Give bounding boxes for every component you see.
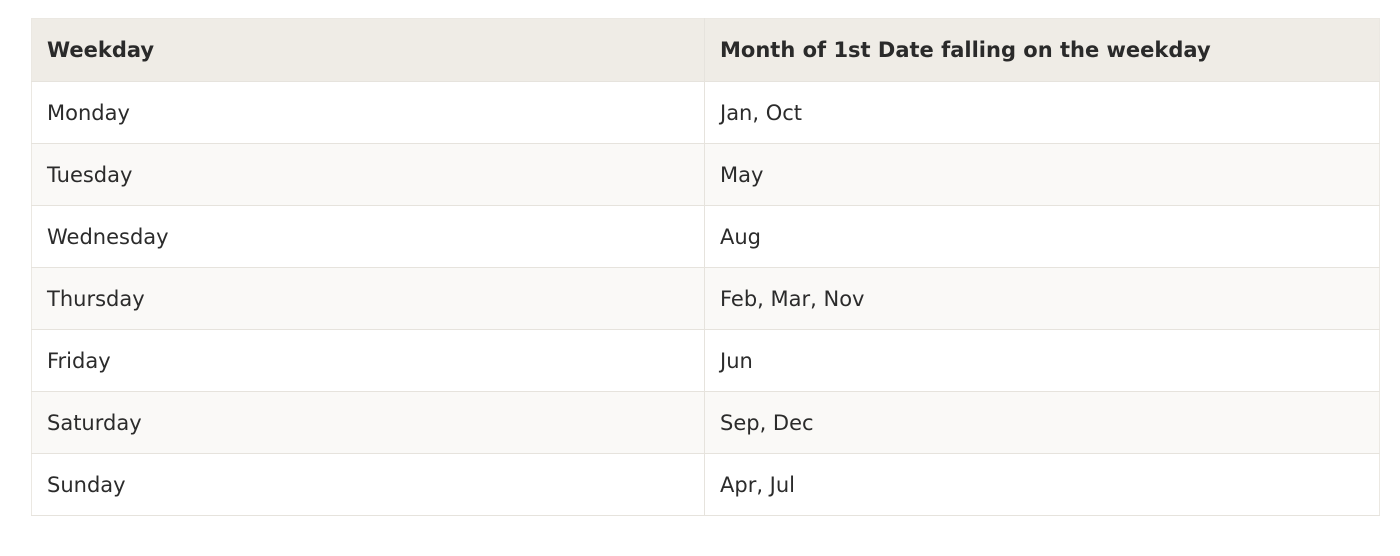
table-row: Saturday Sep, Dec <box>31 391 1380 454</box>
month-cell: Feb, Mar, Nov <box>704 267 1380 330</box>
month-cell: Jun <box>704 329 1380 392</box>
weekday-month-table: Weekday Month of 1st Date falling on the… <box>31 18 1380 516</box>
header-month: Month of 1st Date falling on the weekday <box>704 18 1380 82</box>
weekday-month-table-container: Weekday Month of 1st Date falling on the… <box>31 18 1380 516</box>
weekday-cell: Friday <box>31 329 705 392</box>
table-row: Wednesday Aug <box>31 205 1380 268</box>
month-cell: Aug <box>704 205 1380 268</box>
month-cell: Jan, Oct <box>704 81 1380 144</box>
table-row: Sunday Apr, Jul <box>31 453 1380 516</box>
table-row: Monday Jan, Oct <box>31 81 1380 144</box>
header-weekday: Weekday <box>31 18 705 82</box>
weekday-cell: Sunday <box>31 453 705 516</box>
table-row: Tuesday May <box>31 143 1380 206</box>
table-row: Thursday Feb, Mar, Nov <box>31 267 1380 330</box>
weekday-cell: Tuesday <box>31 143 705 206</box>
month-cell: Sep, Dec <box>704 391 1380 454</box>
table-header-row: Weekday Month of 1st Date falling on the… <box>31 18 1380 82</box>
weekday-cell: Thursday <box>31 267 705 330</box>
table-row: Friday Jun <box>31 329 1380 392</box>
weekday-cell: Saturday <box>31 391 705 454</box>
month-cell: May <box>704 143 1380 206</box>
weekday-cell: Monday <box>31 81 705 144</box>
month-cell: Apr, Jul <box>704 453 1380 516</box>
weekday-cell: Wednesday <box>31 205 705 268</box>
